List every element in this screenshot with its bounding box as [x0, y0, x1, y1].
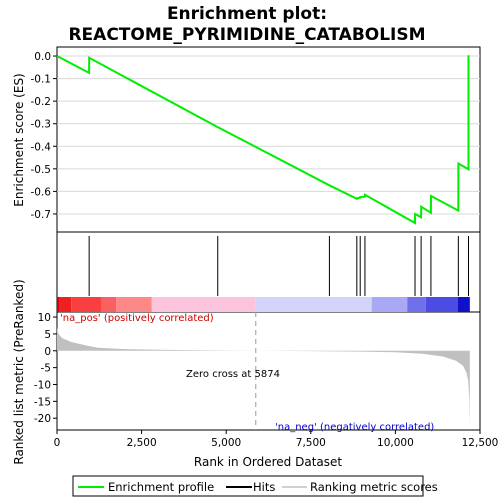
hit-markers [88, 236, 469, 296]
color-bar-segment [425, 297, 459, 312]
es-gridlines [57, 55, 480, 215]
es-y-tick-label: 0.0 [34, 51, 51, 63]
legend-label-hits: Hits [253, 480, 275, 494]
metric-y-tick-label: 10 [38, 312, 51, 324]
es-y-tick-label: -0.1 [31, 74, 52, 86]
zero-cross-label: Zero cross at 5874 [186, 369, 280, 380]
es-y-tick-label: -0.6 [31, 186, 52, 198]
metric-y-tick-label: -15 [34, 396, 51, 408]
metric-y-tick-label: -10 [34, 379, 51, 391]
legend-label-ranking-metric: Ranking metric scores [310, 480, 438, 494]
chart-title-line2: REACTOME_PYRIMIDINE_CATABOLISM [68, 25, 425, 45]
color-bar-segment [59, 297, 72, 312]
metric-y-axis: 10 5 0 -5 -10 -15 -20 [34, 312, 57, 425]
color-bar-segment [407, 297, 426, 312]
color-bar-segment [116, 297, 152, 312]
color-bar-segment [100, 297, 117, 312]
metric-y-tick-label: 5 [44, 329, 51, 341]
chart-title-line1: Enrichment plot: [167, 4, 327, 24]
metric-y-tick-label: -20 [34, 413, 51, 425]
color-bar-segment [71, 297, 101, 312]
neg-correlated-label: 'na_neg' (negatively correlated) [275, 422, 434, 433]
metric-y-axis-label: Ranked list metric (PreRanked) [12, 279, 26, 464]
x-tick-label: 7,500 [296, 437, 326, 449]
legend-label-enrichment-profile: Enrichment profile [108, 480, 214, 494]
x-tick-label: 2,500 [127, 437, 157, 449]
color-bar-segment [57, 297, 60, 312]
x-axis-label: Rank in Ordered Dataset [194, 455, 342, 469]
metric-y-tick-label: -5 [41, 363, 51, 375]
es-y-axis-label: Enrichment score (ES) [12, 73, 26, 206]
enrichment-profile-line [56, 55, 470, 225]
es-y-tick-label: -0.4 [31, 141, 52, 153]
pos-correlated-label: 'na_pos' (positively correlated) [60, 313, 214, 324]
es-y-tick-label: -0.3 [31, 119, 52, 131]
color-bar-segment [458, 297, 470, 312]
x-axis: 0 2,500 5,000 7,500 10,000 12,500 [54, 430, 499, 449]
color-bar-segment [255, 297, 372, 312]
es-y-tick-label: -0.5 [31, 164, 52, 176]
rank-color-bar [57, 297, 470, 312]
color-bar-segment [151, 297, 256, 312]
metric-y-tick-label: 0 [44, 346, 51, 358]
es-y-tick-label: -0.7 [31, 209, 52, 221]
es-y-tick-label: -0.2 [31, 96, 52, 108]
color-bar-segment [371, 297, 408, 312]
x-tick-label: 5,000 [211, 437, 241, 449]
x-tick-label: 10,000 [377, 437, 414, 449]
x-tick-label: 0 [54, 437, 61, 449]
x-tick-label: 12,500 [462, 437, 499, 449]
es-y-axis: 0.0 -0.1 -0.2 -0.3 -0.4 -0.5 -0.6 -0.7 [31, 51, 57, 221]
